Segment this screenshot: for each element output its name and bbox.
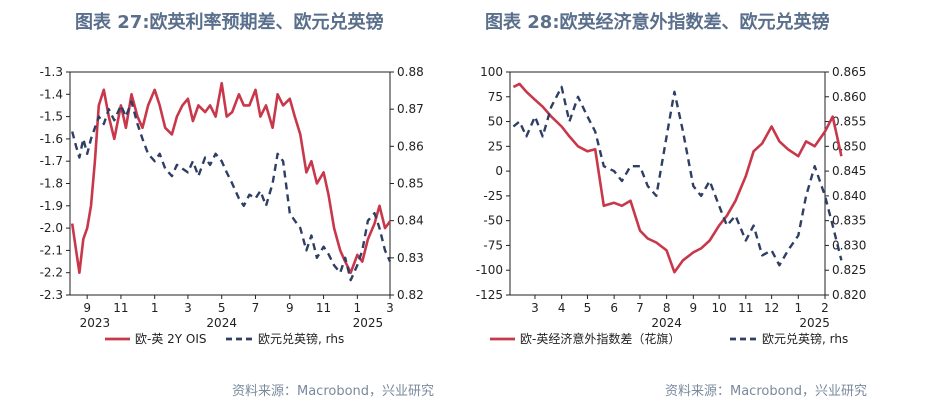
y-left-tick-label: 100 [480,65,503,79]
x-tick-label: 5 [584,301,592,315]
x-tick-label: 5 [218,301,226,315]
legend-label: 欧-英经济意外指数差（花旗） [520,331,680,346]
y-left-tick-label: 25 [488,139,503,153]
y-right-tick-label: 0.84 [397,214,424,228]
y-left-tick-label: -1.9 [40,199,63,213]
y-left-tick-label: -2.2 [40,266,63,280]
x-tick-label: 9 [83,301,91,315]
x-tick-label: 2 [821,301,829,315]
x-tick-label: 4 [558,301,566,315]
y-left-tick-label: 50 [488,115,503,129]
series-line-red [70,81,392,274]
y-right-tick-label: 0.85 [397,177,424,191]
y-right-tick-label: 0.88 [397,65,424,79]
y-left-tick-label: -1.3 [40,65,63,79]
x-tick-label: 11 [316,301,331,315]
x-tick-label: 1 [794,301,802,315]
x-tick-label: 9 [286,301,294,315]
x-tick-label: 7 [636,301,644,315]
y-left-tick-label: -1.5 [40,110,63,124]
y-right-tick-label: 0.825 [832,263,866,277]
y-left-tick-label: -50 [483,214,503,228]
x-tick-label: 10 [711,301,726,315]
legend-label: 欧元兑英镑, rhs [762,331,848,346]
y-right-tick-label: 0.830 [832,238,866,252]
x-tick-label: 12 [764,301,779,315]
y-left-tick-label: -75 [483,238,503,252]
y-left-tick-label: -1.7 [40,154,63,168]
chart-title: 图表 28:欧英经济意外指数差、欧元兑英镑 [485,12,830,33]
chart-source: 资料来源：Macrobond，兴业研究 [232,384,435,399]
chart-source: 资料来源：Macrobond，兴业研究 [665,384,868,399]
x-tick-label: 8 [663,301,671,315]
x-tick-label: 1 [151,301,159,315]
y-right-tick-label: 0.82 [397,288,424,302]
y-left-tick-label: -1.6 [40,132,63,146]
x-tick-label: 9 [689,301,697,315]
plot-frame [509,71,826,296]
plot-frame [69,71,391,296]
x-year-label: 2025 [353,316,384,330]
y-left-tick-label: -25 [483,189,503,203]
y-left-tick-label: -125 [476,288,503,302]
x-tick-label: 3 [386,301,394,315]
chart-title: 图表 27:欧英利率预期差、欧元兑英镑 [75,12,384,33]
y-left-tick-label: 75 [488,90,503,104]
y-right-tick-label: 0.840 [832,189,866,203]
y-right-tick-label: 0.865 [832,65,866,79]
x-year-label: 2023 [80,316,111,330]
y-right-tick-label: 0.845 [832,164,866,178]
y-left-tick-label: -2.3 [40,288,63,302]
y-right-tick-label: 0.86 [397,139,424,153]
x-tick-label: 3 [184,301,192,315]
y-left-tick-label: -100 [476,263,503,277]
y-right-tick-label: 0.87 [397,102,424,116]
y-right-tick-label: 0.835 [832,214,866,228]
y-left-tick-label: -1.4 [40,87,63,101]
x-year-label: 2024 [651,316,682,330]
y-left-tick-label: 0 [495,164,503,178]
x-tick-label: 1 [354,301,362,315]
y-left-tick-label: -2.1 [40,243,63,257]
legend-label: 欧元兑英镑, rhs [258,331,344,346]
legend-label: 欧-英 2Y OIS [135,332,207,346]
y-left-tick-label: -1.8 [40,177,63,191]
series-line-red [512,82,843,274]
x-tick-label: 6 [610,301,618,315]
chart-canvas: 1007550250-25-50-75-100-1250.8650.8600.8… [476,65,867,346]
x-tick-label: 3 [531,301,539,315]
x-tick-label: 11 [113,301,128,315]
y-right-tick-label: 0.855 [832,115,866,129]
x-year-label: 2024 [206,316,237,330]
y-right-tick-label: 0.83 [397,251,424,265]
x-tick-label: 7 [252,301,260,315]
series-line-navy-dashed [512,85,843,267]
series-line-navy-dashed [71,100,392,282]
x-year-label: 2025 [799,316,830,330]
chart-panel-2: 图表 28:欧英经济意外指数差、欧元兑英镑 100 75 50 25 0 -25 -50 -7… [465,0,930,406]
y-right-tick-label: 0.860 [832,90,866,104]
chart-canvas: -1.3 -1.4 -1.5 -1.6 -1.7 -1.8 -1.9 -2.0 -2.1 -2.2… [40,65,424,346]
chart-panel-1: 图表 27:欧英利率预期差、欧元兑英镑 -1.3 -1.4 -1.5 -1.6 -1.7… [40,12,435,399]
x-tick-label: 11 [738,301,753,315]
y-right-tick-label: 0.820 [832,288,866,302]
y-left-tick-label: -2.0 [40,221,63,235]
